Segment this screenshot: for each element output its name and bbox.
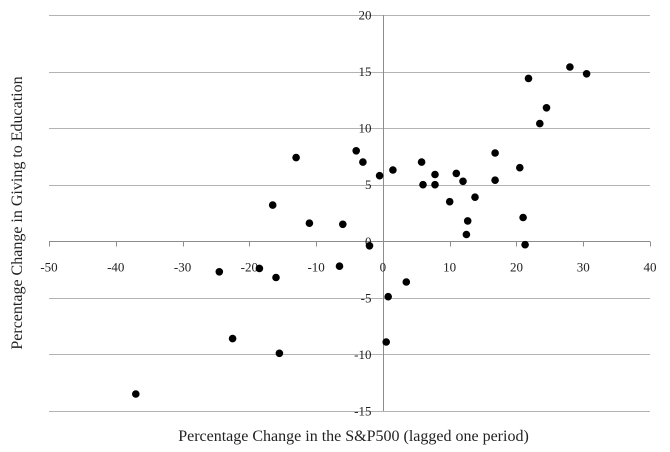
y-axis-title: Percentage Change in Giving to Education: [9, 76, 26, 349]
data-point: [255, 264, 264, 273]
data-point: [516, 163, 524, 172]
x-tick-label: 30: [577, 260, 590, 275]
data-point: [452, 169, 461, 178]
data-point: [524, 74, 533, 83]
data-point: [521, 240, 529, 249]
x-axis-title: Percentage Change in the S&P500 (lagged …: [178, 428, 529, 445]
data-points: [132, 63, 591, 398]
y-tick-label: 20: [359, 8, 372, 23]
data-point: [365, 242, 374, 250]
data-point: [305, 219, 314, 227]
data-point: [382, 338, 391, 346]
data-point: [582, 70, 591, 78]
data-point: [431, 180, 439, 189]
y-tick-label: -10: [354, 347, 371, 362]
data-point: [335, 262, 344, 271]
y-tick-label: 10: [359, 121, 372, 136]
data-point: [272, 273, 280, 282]
data-point: [445, 197, 454, 206]
data-point: [536, 119, 544, 128]
x-tick-label: 40: [644, 260, 657, 275]
data-point: [471, 193, 479, 201]
y-tick-label: -15: [354, 404, 371, 419]
data-point: [375, 171, 384, 180]
gridlines: [49, 15, 650, 412]
x-tick-label: 0: [380, 260, 387, 275]
data-point: [359, 158, 367, 166]
data-point: [352, 147, 361, 155]
y-tick-label: -5: [361, 290, 372, 305]
data-point: [292, 153, 300, 162]
data-point: [459, 177, 467, 186]
x-tick-label: -50: [40, 260, 57, 275]
data-point: [268, 201, 277, 209]
data-point: [339, 220, 347, 229]
data-point: [402, 278, 411, 286]
data-point: [389, 166, 397, 174]
data-point: [491, 149, 499, 157]
data-point: [384, 292, 393, 301]
y-tick-label: 15: [359, 64, 372, 79]
data-point: [228, 334, 237, 343]
data-point: [566, 63, 574, 71]
y-tick-label: 0: [365, 234, 372, 249]
x-tick-label: -20: [241, 260, 258, 275]
data-point: [417, 158, 426, 166]
data-point: [463, 217, 472, 225]
axes: [49, 15, 651, 411]
y-tick-label: 5: [365, 177, 372, 192]
x-tick-label: -40: [107, 260, 124, 275]
x-tick-label: 10: [443, 260, 456, 275]
data-point: [132, 390, 140, 398]
data-point: [519, 213, 527, 222]
data-point: [462, 230, 471, 239]
data-point: [215, 268, 224, 276]
data-point: [275, 349, 284, 358]
x-tick-label: -30: [174, 260, 191, 275]
data-point: [419, 180, 427, 189]
data-point: [491, 176, 499, 184]
data-point: [431, 170, 439, 179]
x-tick-label: 20: [510, 260, 523, 275]
data-point: [542, 104, 551, 112]
x-tick-label: -10: [307, 260, 324, 275]
